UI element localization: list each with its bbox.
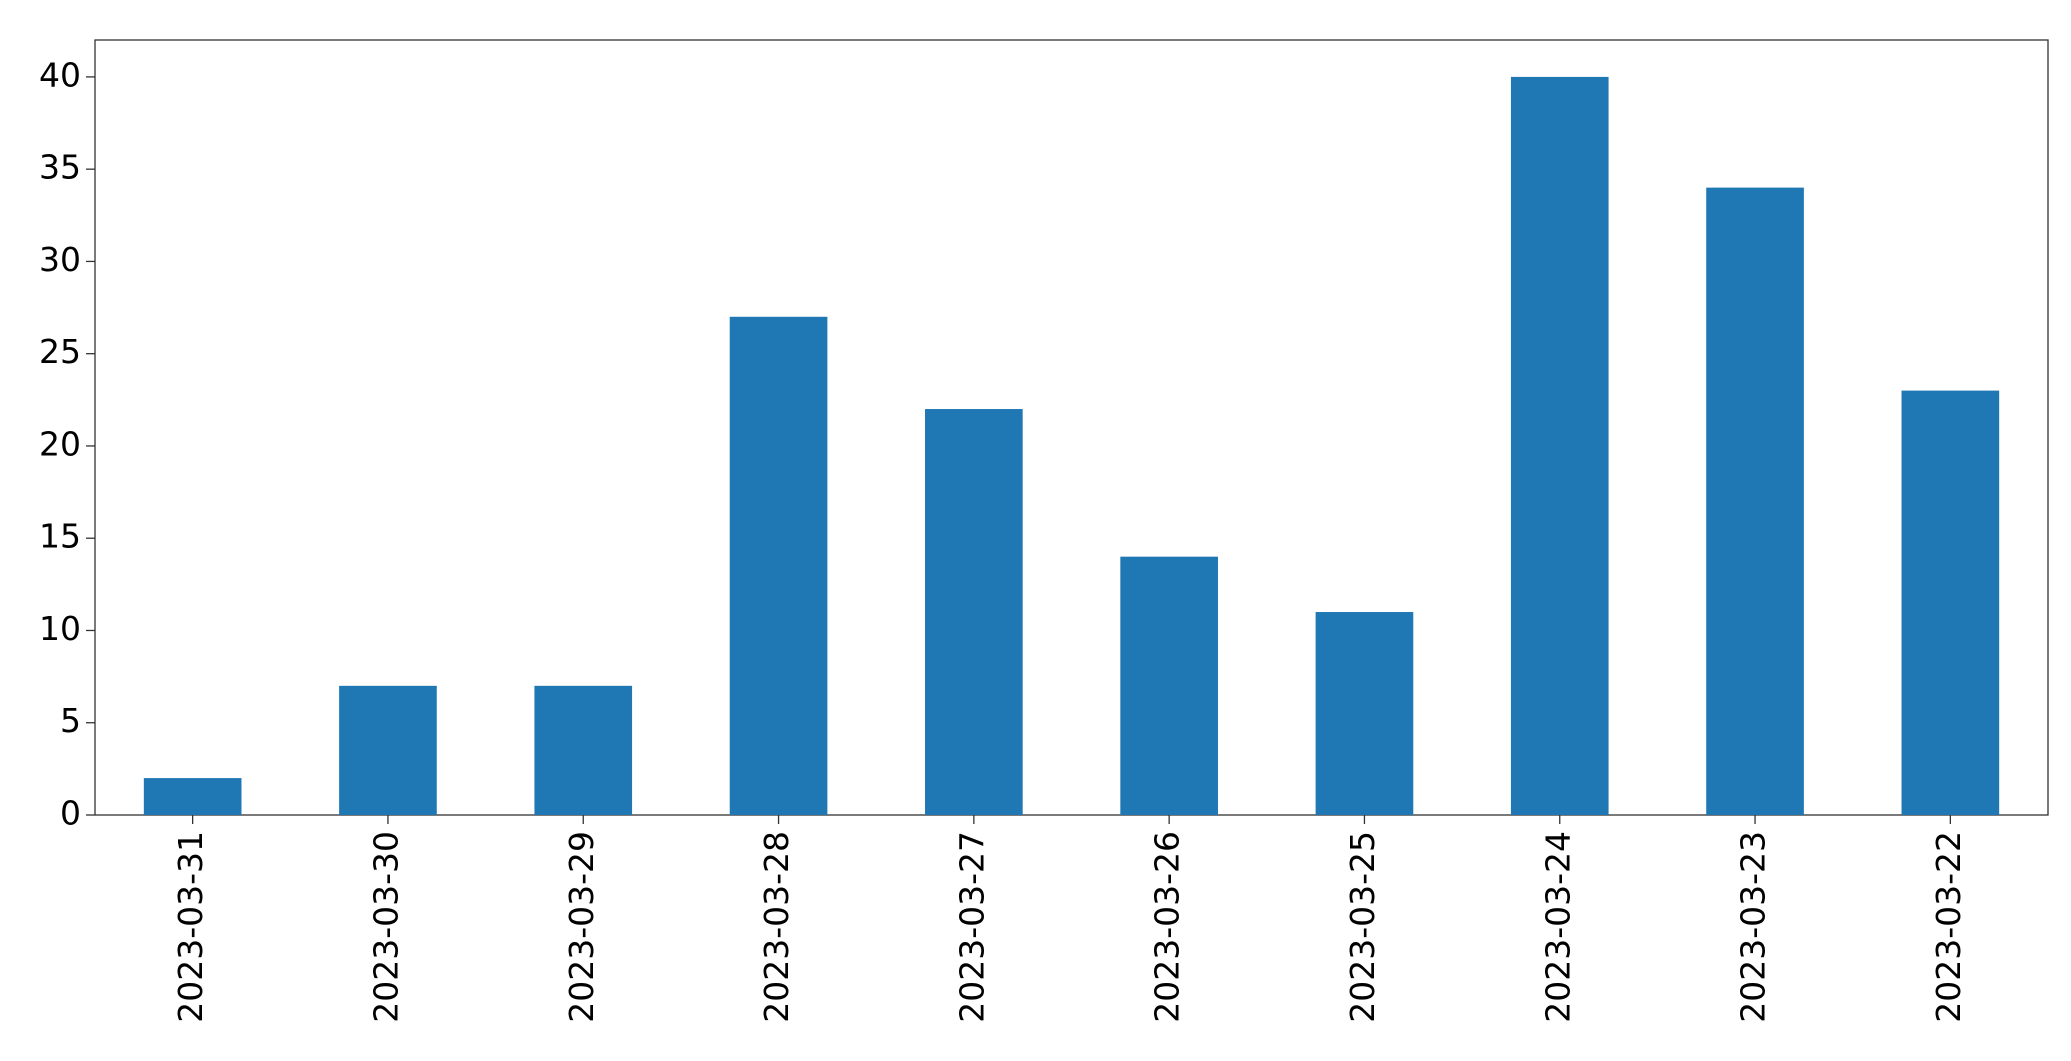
x-tick-label: 2023-03-30: [366, 831, 405, 1023]
x-tick-label: 2023-03-23: [1734, 831, 1773, 1023]
bar: [729, 316, 828, 815]
y-tick-label: 25: [39, 332, 81, 371]
x-tick-label: 2023-03-29: [562, 831, 601, 1023]
y-tick-label: 15: [39, 517, 81, 556]
plot-frame: [94, 39, 2049, 816]
y-tick-label: 0: [60, 794, 81, 833]
y-tick-label: 30: [39, 240, 81, 279]
x-tick-label: 2023-03-25: [1343, 831, 1382, 1023]
bar: [339, 685, 437, 815]
y-tick-label: 5: [60, 701, 81, 740]
y-tick-label: 40: [39, 55, 81, 94]
x-tick-label: 2023-03-28: [757, 831, 796, 1023]
bar: [1120, 556, 1218, 815]
y-tick-label: 10: [39, 609, 81, 648]
x-tick-label: 2023-03-27: [952, 831, 991, 1023]
x-tick-label: 2023-03-22: [1929, 831, 1968, 1023]
x-tick-label: 2023-03-26: [1148, 831, 1187, 1023]
y-tick-label: 20: [39, 424, 81, 463]
bar: [143, 778, 242, 815]
x-tick-label: 2023-03-31: [171, 831, 210, 1023]
bar: [1706, 187, 1804, 816]
bar: [534, 685, 633, 815]
bar: [1901, 390, 2000, 815]
bar: [925, 409, 1023, 815]
bar: [1315, 612, 1414, 815]
x-tick-label: 2023-03-24: [1538, 831, 1577, 1023]
bar: [1510, 76, 1609, 815]
y-tick-label: 35: [39, 148, 81, 187]
